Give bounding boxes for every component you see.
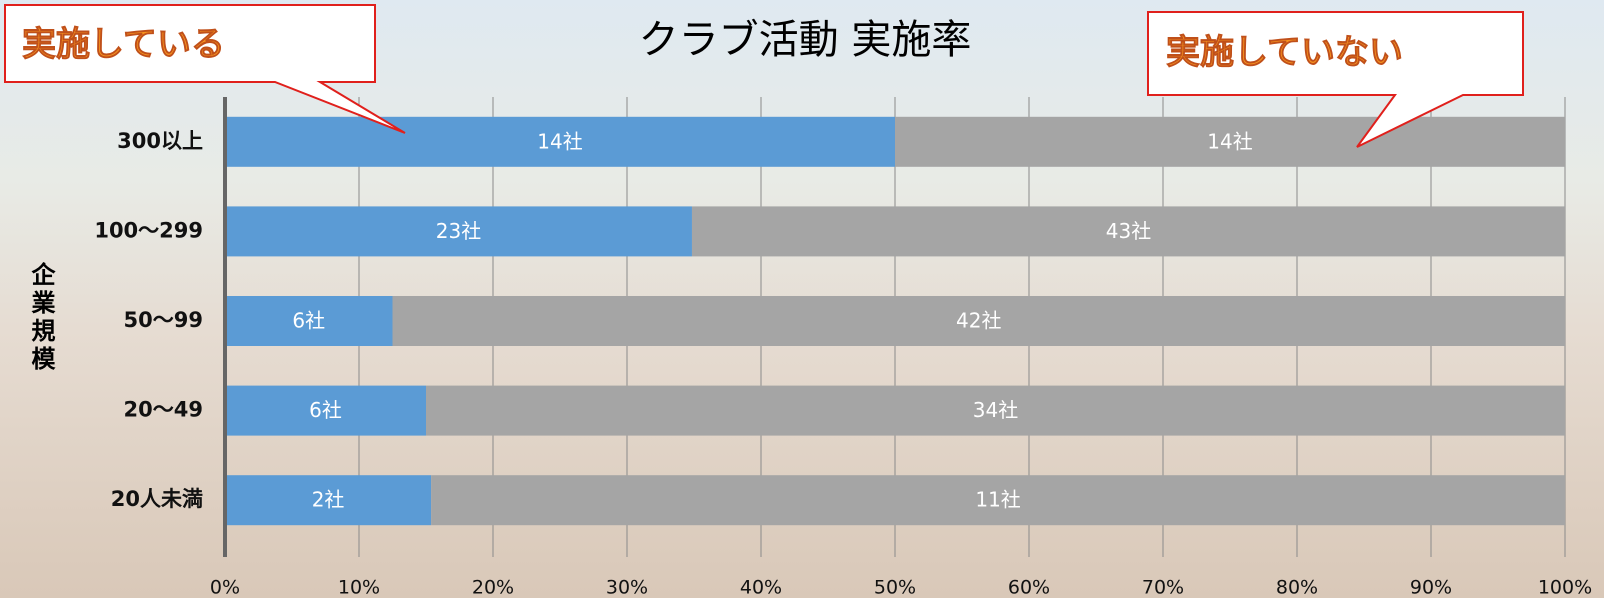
x-tick-label: 40% (740, 577, 782, 598)
value-label: 42社 (956, 309, 1001, 333)
value-label: 6社 (292, 309, 325, 333)
y-tick-label: 50～99 (124, 308, 203, 332)
x-tick-label: 50% (874, 577, 916, 598)
x-tick-label: 0% (210, 577, 240, 598)
y-tick-label: 100～299 (94, 218, 203, 242)
x-tick-label: 90% (1410, 577, 1452, 598)
value-label: 34社 (973, 398, 1018, 422)
x-tick-label: 60% (1008, 577, 1050, 598)
value-label: 43社 (1106, 219, 1151, 243)
value-label: 23社 (436, 219, 481, 243)
y-axis-label: 企業規模 (27, 261, 55, 374)
x-tick-label: 30% (606, 577, 648, 598)
value-label: 11社 (975, 488, 1020, 512)
value-label: 2社 (312, 488, 345, 512)
value-label: 6社 (309, 398, 342, 422)
x-tick-label: 70% (1142, 577, 1184, 598)
x-tick-label: 20% (472, 577, 514, 598)
chart-title: クラブ活動 実施率 (639, 17, 972, 63)
y-tick-label: 20～49 (124, 398, 203, 422)
value-label: 14社 (1207, 129, 1252, 153)
legend-entry: 実施していない (1166, 33, 1403, 73)
x-tick-label: 80% (1276, 577, 1318, 598)
legend-entry: 実施している (22, 25, 225, 65)
x-tick-label: 100% (1538, 577, 1592, 598)
y-tick-label: 300以上 (117, 129, 203, 153)
value-label: 14社 (537, 129, 582, 153)
chart: クラブ活動 実施率 企業規模 14社 14社 23社 43社 6社 42社 6社 34社 2社 1… (0, 0, 1604, 598)
y-tick-label: 20人未満 (111, 487, 203, 511)
x-tick-label: 10% (338, 577, 380, 598)
